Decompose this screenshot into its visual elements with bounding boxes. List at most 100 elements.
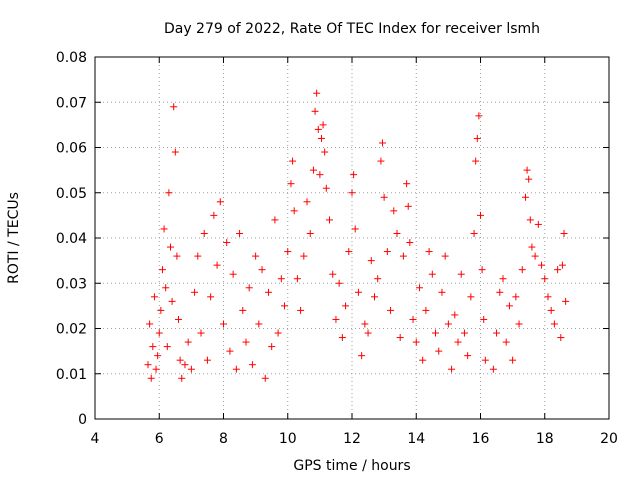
data-point [364, 329, 372, 337]
y-tick-label: 0.06 [56, 141, 87, 157]
data-point [505, 302, 513, 310]
data-point [480, 315, 488, 323]
data-point [557, 334, 565, 342]
data-point [380, 193, 388, 201]
data-point [236, 229, 244, 237]
data-point [454, 338, 462, 346]
data-point [264, 288, 272, 296]
data-point [448, 365, 456, 373]
data-point [444, 320, 452, 328]
data-point [464, 352, 472, 360]
data-point [277, 275, 285, 283]
data-point [460, 329, 468, 337]
data-point [370, 293, 378, 301]
data-point [493, 329, 501, 337]
y-tick-label: 0.04 [56, 231, 87, 247]
data-point [210, 211, 218, 219]
data-point [451, 311, 459, 319]
points-layer [144, 89, 570, 382]
x-tick-label: 6 [155, 431, 164, 447]
data-point [374, 275, 382, 283]
data-point [342, 302, 350, 310]
data-point [351, 225, 359, 233]
x-tick-label: 12 [343, 431, 361, 447]
data-point [248, 361, 256, 369]
data-point [232, 365, 240, 373]
data-point [326, 216, 334, 224]
data-point [383, 248, 391, 256]
data-point [477, 211, 484, 219]
y-tick-label: 0 [78, 412, 87, 428]
y-tick-label: 0.07 [56, 95, 87, 111]
data-point [544, 293, 552, 301]
data-point [419, 356, 427, 364]
data-point [348, 189, 356, 197]
x-tick-label: 16 [472, 431, 490, 447]
x-tick-label: 18 [536, 431, 554, 447]
data-point [515, 320, 523, 328]
data-point [361, 320, 369, 328]
y-tick-label: 0.05 [56, 186, 87, 202]
ticks: 4 6 8 10 12 14 16 18 20 0 0.01 0.02 0.03 0.04 0.05 0.06… [56, 50, 618, 447]
data-point [550, 320, 558, 328]
data-point [284, 248, 292, 256]
data-point [472, 157, 480, 165]
data-point [229, 270, 237, 278]
data-point [412, 338, 420, 346]
data-point [562, 297, 570, 305]
data-point [178, 374, 186, 382]
data-point [425, 248, 433, 256]
data-point [194, 252, 202, 260]
y-tick-label: 0.02 [56, 322, 87, 338]
data-point [239, 306, 247, 314]
data-point [390, 207, 398, 215]
data-point [354, 288, 362, 296]
data-point [489, 365, 497, 373]
data-point [478, 266, 486, 274]
data-point [216, 198, 224, 206]
data-point [144, 361, 152, 369]
data-point [150, 293, 158, 301]
y-axis-label: ROTI / TECUs [6, 192, 22, 284]
data-point [163, 343, 171, 351]
data-point [203, 356, 211, 364]
data-point [207, 293, 215, 301]
data-point [316, 171, 324, 179]
data-point [258, 266, 266, 274]
data-point [345, 248, 353, 256]
data-point [306, 229, 314, 237]
data-point [171, 148, 179, 156]
data-point [268, 343, 276, 351]
x-tick-label: 20 [600, 431, 618, 447]
data-point [274, 329, 282, 337]
data-point [322, 184, 330, 192]
data-point [518, 266, 526, 274]
data-point [321, 148, 329, 156]
data-point [160, 225, 168, 233]
data-point [475, 112, 483, 120]
data-point [200, 229, 208, 237]
data-point [554, 266, 562, 274]
data-point [146, 320, 154, 328]
data-point [393, 229, 401, 237]
data-point [170, 103, 178, 111]
data-point [473, 134, 481, 142]
data-point [173, 252, 181, 260]
data-point [528, 243, 536, 251]
data-point [367, 257, 375, 265]
y-tick-label: 0.01 [56, 367, 87, 383]
data-point [154, 352, 162, 360]
data-point [509, 356, 517, 364]
data-point [335, 279, 343, 287]
data-point [422, 306, 430, 314]
data-point [289, 157, 297, 165]
data-point [166, 243, 174, 251]
y-tick-label: 0.08 [56, 50, 87, 66]
data-point [287, 180, 295, 188]
data-point [441, 252, 449, 260]
data-point [350, 171, 358, 179]
data-point [404, 202, 412, 210]
data-point [531, 252, 539, 260]
data-point [309, 166, 317, 174]
